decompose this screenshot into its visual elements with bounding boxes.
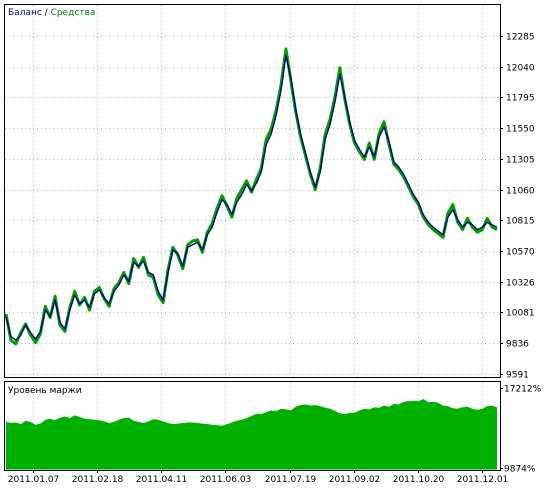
margin-area bbox=[6, 399, 497, 470]
balance-y-tick-label: 11060 bbox=[506, 187, 535, 197]
x-tick-label: 2011.06.03 bbox=[200, 475, 252, 485]
x-axis: 2011.01.07 2011.02.18 2011.04.11 2011.06.03… bbox=[8, 470, 509, 485]
x-tick-label: 2011.12.01 bbox=[457, 475, 509, 485]
x-tick-label: 2011.07.19 bbox=[265, 475, 317, 485]
balance-y-tick-label: 10081 bbox=[506, 309, 535, 319]
balance-y-tick-label: 11305 bbox=[506, 156, 535, 166]
legend-equity: Средства bbox=[51, 8, 96, 18]
x-tick-label: 2011.04.11 bbox=[136, 475, 188, 485]
legend-balance: Баланс bbox=[8, 8, 42, 18]
balance-line bbox=[5, 54, 498, 341]
legend-separator: / bbox=[42, 8, 51, 18]
balance-gridlines bbox=[5, 5, 500, 377]
balance-y-tick-label: 9836 bbox=[506, 340, 529, 350]
margin-y-tick-label: 9874% bbox=[504, 465, 536, 475]
x-tick-label: 2011.02.18 bbox=[72, 475, 124, 485]
balance-y-tick-label: 12285 bbox=[506, 33, 535, 43]
balance-y-tick-label: 11550 bbox=[506, 125, 535, 135]
legend: Баланс / Средства bbox=[8, 8, 95, 18]
margin-y-axis: 17212% 9874% bbox=[500, 385, 542, 475]
x-tick-label: 2011.09.02 bbox=[329, 475, 381, 485]
margin-y-tick-label: 17212% bbox=[504, 385, 542, 395]
balance-y-tick-label: 11795 bbox=[506, 94, 535, 104]
balance-y-tick-label: 10326 bbox=[506, 279, 535, 289]
x-tick-label: 2011.10.20 bbox=[393, 475, 445, 485]
margin-series bbox=[6, 399, 497, 470]
balance-y-tick-label: 10570 bbox=[506, 248, 535, 258]
balance-y-tick-label: 9591 bbox=[506, 371, 529, 381]
x-tick-label: 2011.01.07 bbox=[8, 475, 60, 485]
balance-y-tick-label: 10815 bbox=[506, 217, 535, 227]
balance-series bbox=[4, 47, 498, 346]
balance-y-tick-label: 12040 bbox=[506, 64, 535, 74]
margin-panel-title: Уровень маржи bbox=[8, 386, 82, 396]
balance-y-axis: 12285 12040 11795 11550 11305 11060 10815 10570… bbox=[500, 33, 535, 381]
